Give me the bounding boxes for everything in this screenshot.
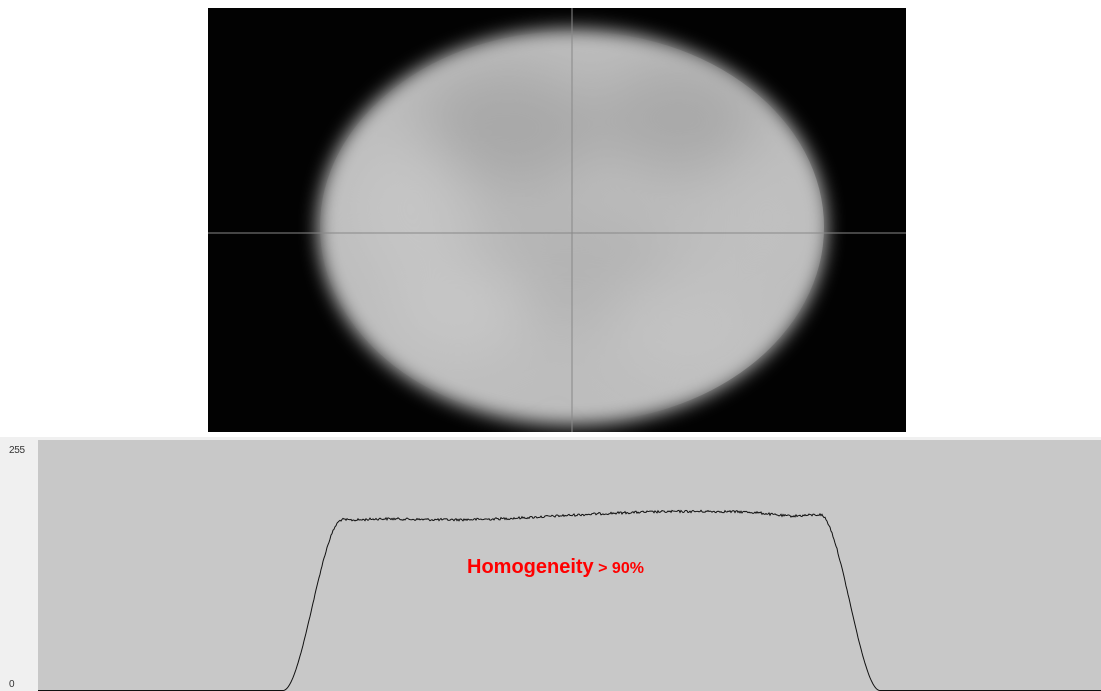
profile-plot-area: Homogeneity > 90% [38,440,1101,691]
y-axis-max-label: 255 [9,445,25,456]
y-axis-min-label: 0 [9,679,15,690]
intensity-profile-line [38,509,1101,691]
beam-spot-image [208,8,906,432]
intensity-profile-panel: 255 0 Homogeneity > 90% [0,437,1101,691]
homogeneity-annotation: Homogeneity > 90% [467,556,644,579]
beam-spot-texture [348,63,823,383]
beam-camera-view [208,8,906,432]
y-axis: 255 0 [0,437,38,691]
homogeneity-label: Homogeneity [467,556,594,578]
homogeneity-value: > 90% [598,560,644,577]
